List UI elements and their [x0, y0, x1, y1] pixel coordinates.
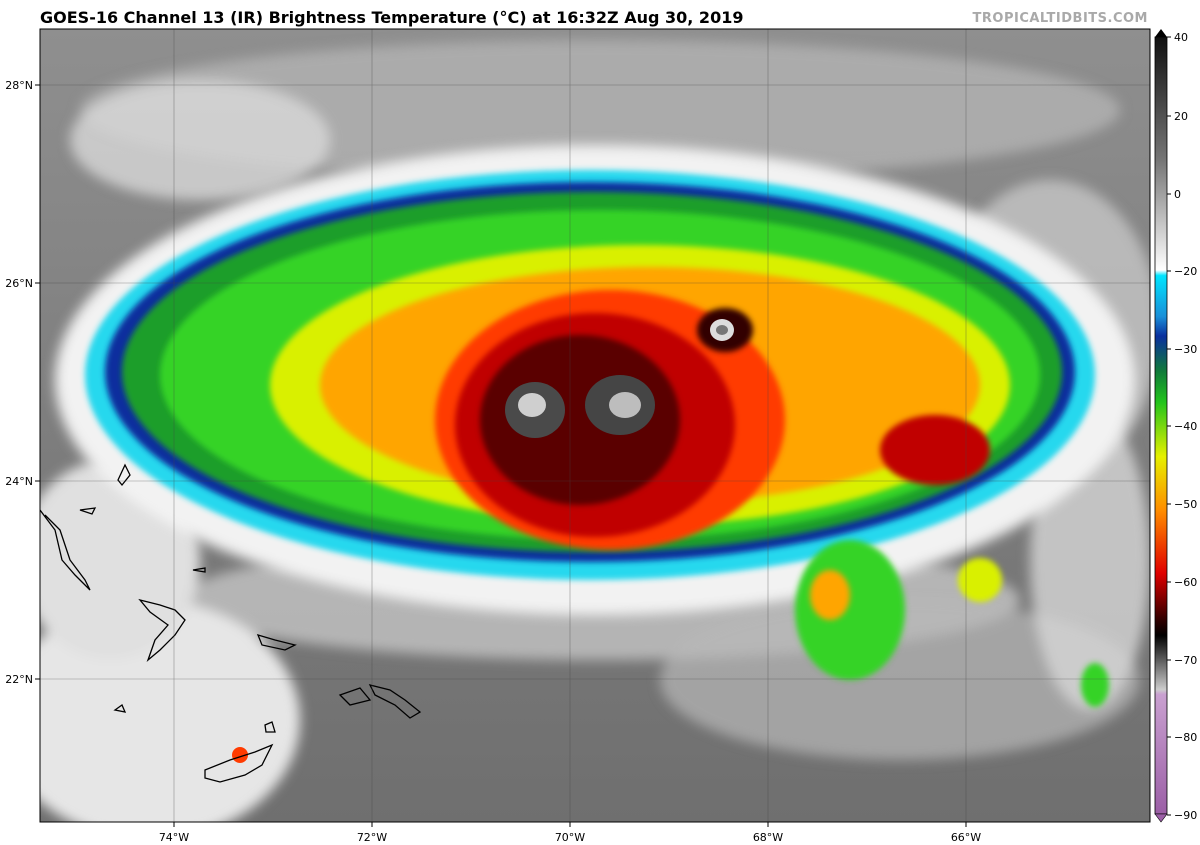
colorbar-tick-m90: −90	[1174, 809, 1197, 822]
chart-title: GOES-16 Channel 13 (IR) Brightness Tempe…	[40, 8, 744, 27]
lon-label-70w: 70°W	[555, 831, 585, 844]
lon-label-72w: 72°W	[357, 831, 387, 844]
colorbar-bottom-arrow	[1154, 813, 1168, 823]
colorbar-tick-m80: −80	[1174, 731, 1197, 744]
colorbar-tick-m20: −20	[1174, 265, 1197, 278]
lat-label-22n: 22°N	[5, 673, 33, 686]
overshooting-tops	[232, 319, 734, 763]
lat-label-26n: 26°N	[5, 277, 33, 290]
hurricane-cloud-shield	[55, 145, 1135, 707]
colorbar-tick-40: 40	[1174, 31, 1188, 44]
lon-label-66w: 66°W	[951, 831, 981, 844]
colorbar: 40 20 0 −20 −30 −40 −50 −60 −70 −80 −90	[1154, 29, 1197, 823]
lat-label-24n: 24°N	[5, 475, 33, 488]
coastlines	[40, 463, 422, 783]
map-area	[40, 29, 1150, 822]
map-frame	[39, 28, 1151, 823]
colorbar-tick-m70: −70	[1174, 654, 1197, 667]
colorbar-tick-0: 0	[1174, 188, 1181, 201]
lon-label-68w: 68°W	[753, 831, 783, 844]
colorbar-tick-m50: −50	[1174, 498, 1197, 511]
colorbar-tick-20: 20	[1174, 110, 1188, 123]
colorbar-top-arrow	[1155, 29, 1167, 37]
colorbar-tick-m30: −30	[1174, 343, 1197, 356]
graticule	[40, 29, 1150, 822]
lon-label-74w: 74°W	[159, 831, 189, 844]
lat-label-28n: 28°N	[5, 79, 33, 92]
axis-ticks	[35, 84, 967, 827]
colorbar-scale	[1154, 36, 1168, 815]
site-credit: TROPICALTIDBITS.COM	[972, 11, 1148, 26]
colorbar-tick-m60: −60	[1174, 576, 1197, 589]
colorbar-tick-m40: −40	[1174, 420, 1197, 433]
